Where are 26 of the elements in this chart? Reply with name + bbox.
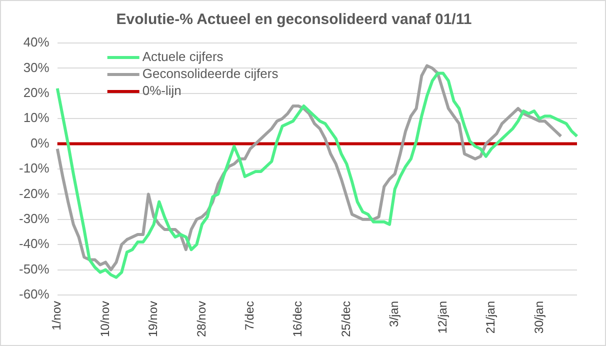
y-tick-label: 10%	[23, 110, 50, 126]
x-tick-label: 21/jan	[484, 300, 498, 334]
y-tick-label: 0%	[30, 135, 50, 150]
x-tick-label: 12/jan	[435, 300, 450, 334]
x-tick-label: 19/nov	[146, 300, 160, 337]
legend-label: 0%-lijn	[142, 83, 182, 98]
y-tick-label: -40%	[18, 236, 50, 252]
x-tick-label: 28/nov	[194, 300, 208, 337]
y-tick-label: 40%	[23, 34, 50, 50]
chart-title: Evolutie-% Actueel en geconsolideerd vanaf 01/11	[116, 11, 472, 28]
y-tick-label: 30%	[23, 60, 50, 75]
x-tick-label: 16/dec	[290, 300, 305, 337]
x-tick-label: 1/nov	[50, 300, 64, 330]
x-tick-label: 3/jan	[387, 300, 402, 327]
legend-label: Geconsolideerde cijfers	[142, 66, 279, 82]
y-tick-label: -30%	[18, 210, 50, 226]
x-tick-label: 25/dec	[338, 300, 353, 337]
x-tick-label: 10/nov	[98, 300, 112, 337]
y-tick-label: -60%	[18, 286, 50, 302]
y-tick-label: -20%	[18, 186, 50, 201]
legend-label: Actuele cijfers	[142, 49, 224, 64]
y-tick-label: 20%	[23, 84, 50, 100]
x-tick-label: 7/dec	[242, 300, 257, 330]
y-tick-label: -10%	[18, 160, 50, 176]
y-tick-label: -50%	[18, 261, 50, 276]
x-tick-label: 30/jan	[532, 300, 546, 334]
